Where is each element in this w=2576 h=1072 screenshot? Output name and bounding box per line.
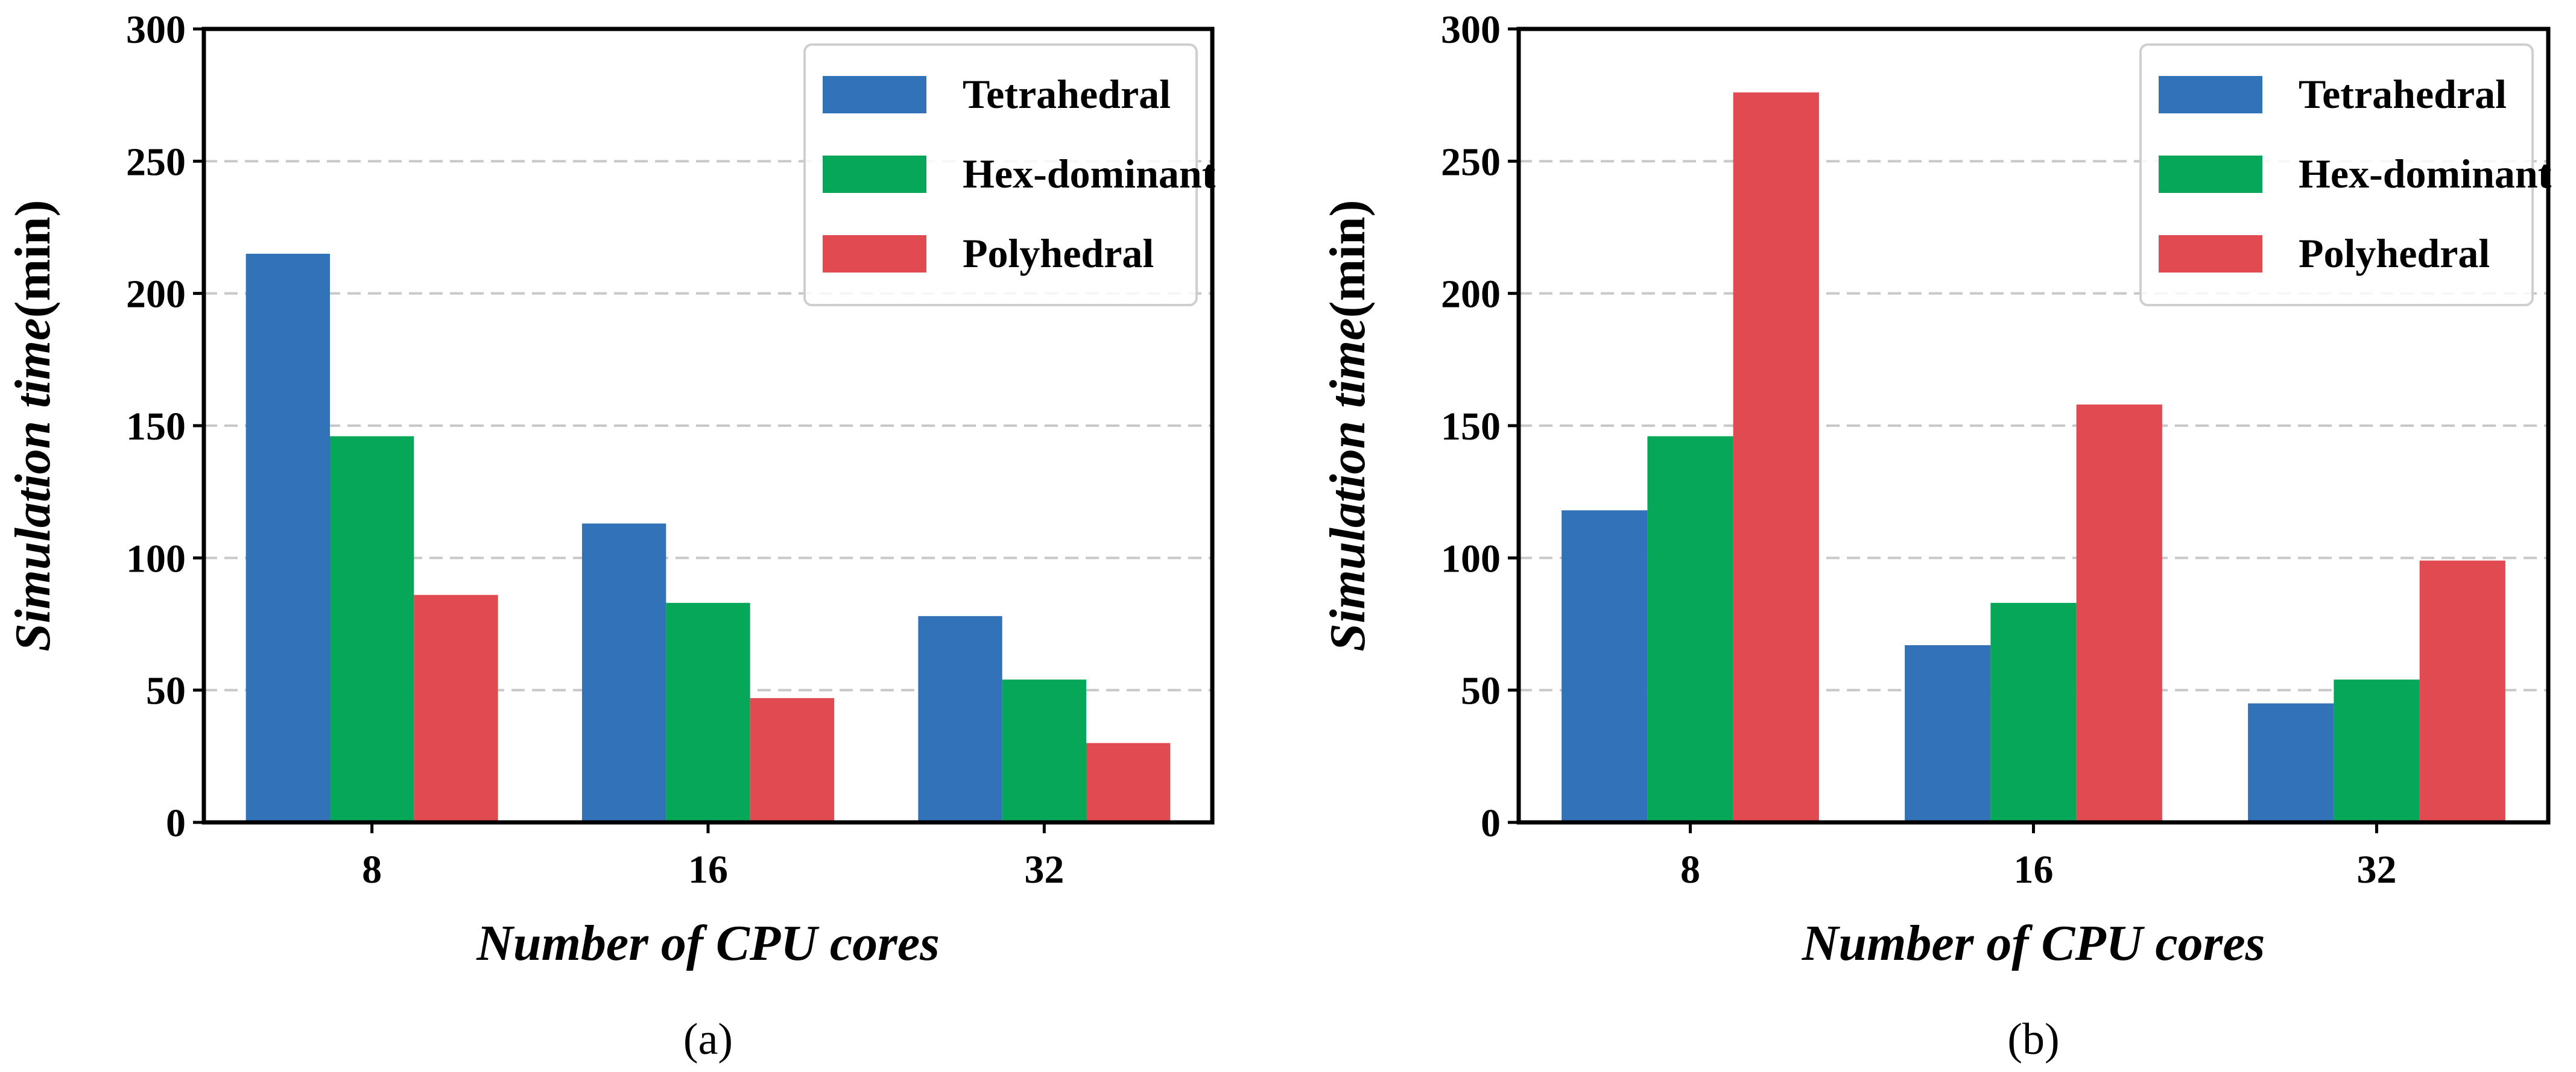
bar-tetrahedral-32 bbox=[2248, 703, 2334, 822]
y-tick-label: 200 bbox=[126, 273, 186, 317]
x-tick-label: 16 bbox=[2014, 848, 2054, 892]
y-tick-label: 250 bbox=[1441, 140, 1501, 184]
y-axis-label-text: Simulation time bbox=[5, 318, 61, 651]
bar-polyhedral-8 bbox=[414, 594, 498, 822]
y-tick-label: 0 bbox=[1481, 801, 1501, 845]
legend-label: Hex-dominant bbox=[963, 151, 1216, 197]
y-tick-label: 100 bbox=[126, 537, 186, 581]
legend-swatch bbox=[823, 76, 926, 113]
y-tick-label: 300 bbox=[126, 8, 186, 52]
y-axis-label-unit: (min) bbox=[1320, 200, 1376, 318]
y-axis-label-text: Simulation time bbox=[1320, 318, 1376, 651]
legend-label: Tetrahedral bbox=[2299, 71, 2507, 117]
bar-hex-dominant-16 bbox=[1990, 602, 2077, 822]
x-tick-marks bbox=[1689, 822, 2378, 833]
bar-tetrahedral-16 bbox=[582, 523, 666, 822]
legend-swatch bbox=[823, 156, 926, 193]
x-tick-label: 8 bbox=[1680, 848, 1700, 892]
bar-group bbox=[245, 253, 1171, 822]
legend-swatch bbox=[2159, 156, 2262, 193]
bar-polyhedral-32 bbox=[1086, 743, 1171, 822]
y-tick-marks bbox=[193, 27, 204, 824]
y-tick-label: 250 bbox=[126, 140, 186, 184]
legend: Tetrahedral Hex-dominant Polyhedral bbox=[2139, 43, 2552, 306]
y-axis-label: Simulation time(min) bbox=[5, 200, 61, 651]
y-tick-marks bbox=[1508, 27, 1519, 824]
y-axis-label-unit: (min) bbox=[5, 200, 61, 318]
x-axis-label: Number of CPU cores bbox=[1802, 915, 2265, 971]
legend-label: Tetrahedral bbox=[963, 71, 1171, 117]
legend-swatch bbox=[823, 235, 926, 273]
legend-label: Hex-dominant bbox=[2299, 151, 2552, 197]
bar-tetrahedral-16 bbox=[1905, 645, 1991, 822]
panel-caption: (a) bbox=[683, 1015, 733, 1064]
chart-panel-a: 0 50 100 150 200 250 300 8 16 32 Number … bbox=[5, 8, 1216, 1064]
bar-tetrahedral-32 bbox=[918, 616, 1002, 822]
y-tick-label: 100 bbox=[1441, 537, 1501, 581]
bar-hex-dominant-16 bbox=[666, 602, 750, 822]
x-tick-label: 16 bbox=[688, 848, 728, 892]
panel-caption: (b) bbox=[2007, 1015, 2059, 1064]
legend-swatch bbox=[2159, 235, 2262, 273]
bar-group bbox=[1562, 92, 2505, 822]
y-tick-label: 0 bbox=[166, 801, 186, 845]
y-tick-label: 200 bbox=[1441, 273, 1501, 317]
bar-polyhedral-16 bbox=[750, 698, 834, 822]
x-tick-label: 32 bbox=[1024, 848, 1064, 892]
legend-label: Polyhedral bbox=[2299, 230, 2490, 276]
bar-polyhedral-32 bbox=[2419, 560, 2505, 822]
x-tick-label: 32 bbox=[2357, 848, 2397, 892]
chart-panel-b: 0 50 100 150 200 250 300 8 16 32 Number … bbox=[1320, 8, 2552, 1064]
bar-hex-dominant-8 bbox=[330, 436, 414, 822]
bar-tetrahedral-8 bbox=[245, 253, 330, 822]
x-axis-label: Number of CPU cores bbox=[476, 915, 940, 971]
bar-hex-dominant-32 bbox=[1002, 679, 1086, 822]
legend: Tetrahedral Hex-dominant Polyhedral bbox=[803, 43, 1216, 306]
y-tick-label: 150 bbox=[1441, 405, 1501, 449]
bar-hex-dominant-32 bbox=[2334, 679, 2420, 822]
x-tick-marks bbox=[370, 822, 1046, 833]
bar-tetrahedral-8 bbox=[1562, 510, 1648, 822]
y-tick-label: 150 bbox=[126, 405, 186, 449]
y-tick-label: 50 bbox=[1461, 669, 1501, 713]
legend-swatch bbox=[2159, 76, 2262, 113]
bar-polyhedral-8 bbox=[1733, 92, 1819, 822]
legend-label: Polyhedral bbox=[963, 230, 1154, 276]
y-tick-label: 300 bbox=[1441, 8, 1501, 52]
y-axis-label: Simulation time(min) bbox=[1320, 200, 1376, 651]
bar-polyhedral-16 bbox=[2076, 404, 2162, 822]
x-tick-label: 8 bbox=[362, 848, 382, 892]
y-tick-label: 50 bbox=[146, 669, 186, 713]
bar-hex-dominant-8 bbox=[1647, 436, 1733, 822]
